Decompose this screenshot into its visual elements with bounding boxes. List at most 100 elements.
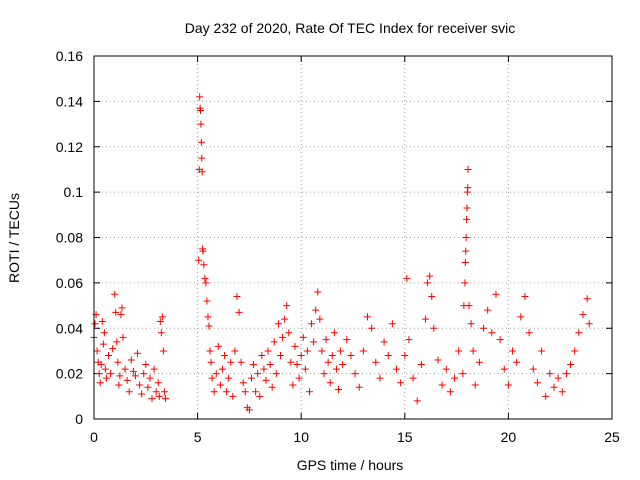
data-point (96, 379, 104, 387)
data-point (114, 358, 122, 366)
data-point (115, 381, 123, 389)
data-point (303, 347, 311, 355)
data-point (314, 288, 322, 296)
data-point (98, 317, 106, 325)
data-point (529, 365, 537, 373)
data-point (214, 342, 222, 350)
y-tick-label: 0.02 (56, 366, 83, 382)
data-point (274, 320, 282, 328)
data-point (203, 297, 211, 305)
x-tick-label: 0 (90, 429, 98, 445)
data-point (579, 311, 587, 319)
data-point (281, 315, 289, 323)
data-point (247, 374, 255, 382)
data-point (200, 261, 208, 269)
x-tick-label: 5 (194, 429, 202, 445)
y-tick-label: 0.16 (56, 48, 83, 64)
data-point (465, 302, 473, 310)
data-point (198, 154, 206, 162)
data-point (484, 306, 492, 314)
data-point (322, 336, 330, 344)
data-point (316, 315, 324, 323)
data-point (521, 292, 529, 300)
data-point (328, 351, 336, 359)
data-point (413, 397, 421, 405)
data-point (229, 392, 237, 400)
data-point (196, 93, 204, 101)
y-tick-label: 0.04 (56, 320, 83, 336)
data-point (376, 374, 384, 382)
data-point (301, 365, 309, 373)
data-point (409, 374, 417, 382)
data-point (144, 383, 152, 391)
data-point (467, 320, 475, 328)
data-point (207, 358, 215, 366)
data-point (233, 292, 241, 300)
data-point (199, 247, 207, 255)
data-point (131, 372, 139, 380)
data-point (157, 329, 165, 337)
data-point (264, 347, 272, 355)
data-point (146, 374, 154, 382)
data-point (256, 392, 264, 400)
data-point (225, 374, 233, 382)
data-point (330, 329, 338, 337)
data-point (403, 274, 411, 282)
data-point (546, 370, 554, 378)
data-point (567, 361, 575, 369)
data-point (492, 290, 500, 298)
data-point (262, 376, 270, 384)
data-point (500, 365, 508, 373)
data-point (100, 329, 108, 337)
x-tick-label: 10 (293, 429, 309, 445)
data-point (270, 338, 278, 346)
data-point (428, 292, 436, 300)
chart-title: Day 232 of 2020, Rate Of TEC Index for r… (185, 20, 515, 36)
data-point (337, 347, 345, 355)
data-point (91, 320, 99, 328)
data-point (150, 365, 158, 373)
data-point (384, 351, 392, 359)
data-point (272, 370, 280, 378)
data-point (116, 372, 124, 380)
data-point (455, 347, 463, 355)
data-point (442, 365, 450, 373)
data-point (293, 361, 301, 369)
data-point (266, 361, 274, 369)
data-point (208, 374, 216, 382)
data-point (475, 358, 483, 366)
data-point (223, 388, 231, 396)
data-point (105, 351, 113, 359)
axis-ticks: 0 5 10 15 20 25 0 0.02 0.04 0.06 0.08 0.1 0.12 0.14 0.… (56, 48, 620, 445)
data-point (405, 336, 413, 344)
data-point (109, 345, 117, 353)
data-point (496, 336, 504, 344)
data-points (90, 93, 593, 414)
data-point (142, 361, 150, 369)
data-point (504, 381, 512, 389)
data-point (451, 374, 459, 382)
data-point (197, 138, 205, 146)
data-point (326, 379, 334, 387)
data-point (231, 347, 239, 355)
data-point (258, 351, 266, 359)
data-point (513, 358, 521, 366)
data-point (136, 381, 144, 389)
data-point (118, 304, 126, 312)
data-point (471, 381, 479, 389)
data-point (111, 290, 119, 298)
data-point (426, 272, 434, 280)
data-point (364, 313, 372, 321)
data-point (93, 347, 101, 355)
data-point (119, 333, 127, 341)
data-point (446, 388, 454, 396)
data-point (158, 313, 166, 321)
data-point (218, 365, 226, 373)
data-point (525, 329, 533, 337)
data-point (202, 279, 210, 287)
data-point (287, 358, 295, 366)
data-point (197, 120, 205, 128)
data-point (260, 365, 268, 373)
data-point (550, 383, 558, 391)
data-point (161, 395, 169, 403)
